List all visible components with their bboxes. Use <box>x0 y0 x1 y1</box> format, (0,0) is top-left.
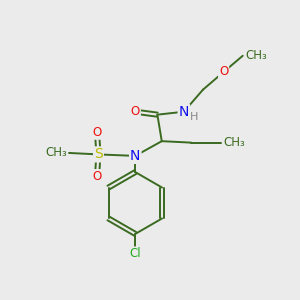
Text: CH₃: CH₃ <box>245 49 267 62</box>
Text: H: H <box>190 112 198 122</box>
Text: O: O <box>131 105 140 118</box>
Text: O: O <box>219 65 228 79</box>
Text: Cl: Cl <box>130 248 141 260</box>
Text: CH₃: CH₃ <box>45 146 67 159</box>
Text: S: S <box>94 147 103 161</box>
Text: N: N <box>179 105 189 119</box>
Text: O: O <box>92 170 102 183</box>
Text: N: N <box>130 149 140 163</box>
Text: O: O <box>92 126 102 139</box>
Text: CH₃: CH₃ <box>223 136 245 149</box>
